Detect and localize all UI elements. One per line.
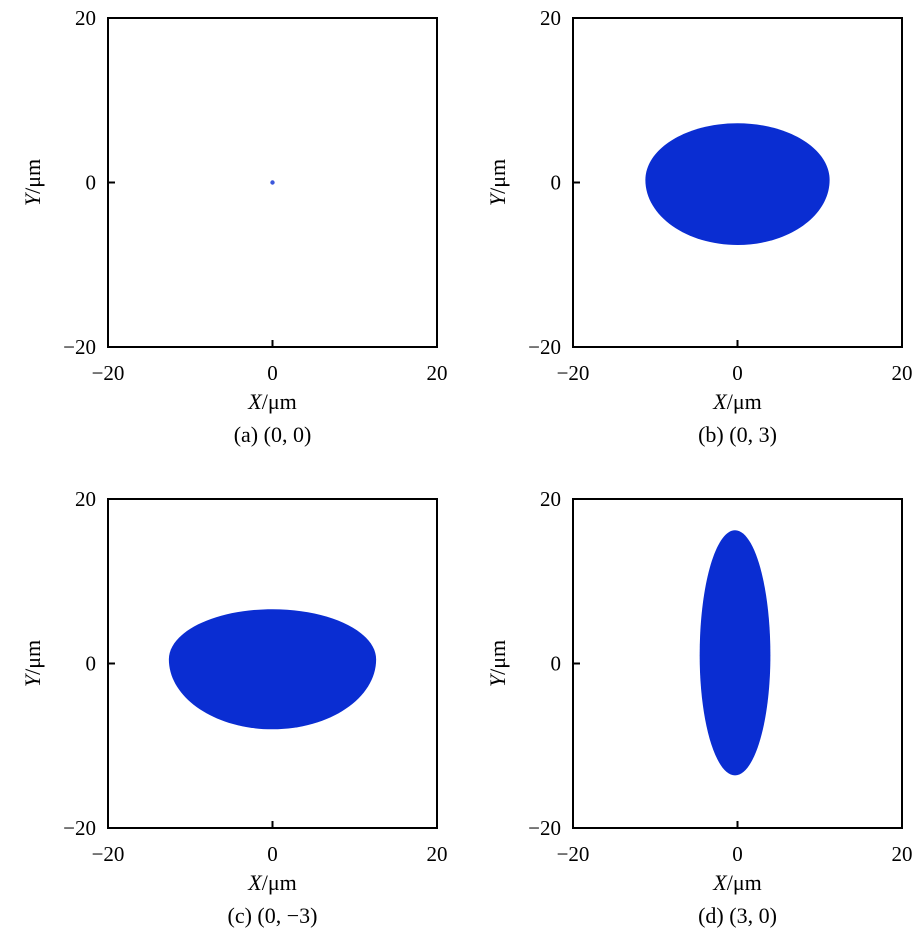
x-axis-variable: X: [712, 870, 728, 895]
x-tick-label: 20: [427, 842, 448, 866]
x-tick-label: −20: [92, 842, 125, 866]
x-tick-label: 20: [892, 361, 913, 385]
x-tick-label: −20: [557, 361, 590, 385]
y-axis-label: Y/μm: [20, 640, 45, 687]
y-tick-label: 20: [75, 6, 96, 30]
y-axis-variable: Y: [485, 191, 510, 206]
y-tick-label: −20: [63, 335, 96, 359]
x-tick-label: 0: [732, 842, 743, 866]
x-tick-label: −20: [92, 361, 125, 385]
y-axis-label: Y/μm: [485, 640, 510, 687]
panel-caption: (b) (0, 3): [698, 422, 777, 447]
y-tick-label: 20: [540, 487, 561, 511]
y-axis-variable: Y: [20, 191, 45, 206]
panel-caption: (a) (0, 0): [234, 422, 312, 447]
x-axis-label: X/μm: [247, 389, 296, 414]
spot-shape: [699, 530, 771, 776]
y-axis-variable: Y: [20, 672, 45, 687]
y-axis-variable: Y: [485, 672, 510, 687]
y-tick-label: −20: [63, 816, 96, 840]
x-axis-variable: X: [247, 389, 263, 414]
panel-caption: (c) (0, −3): [228, 903, 318, 928]
y-tick-label: −20: [528, 335, 561, 359]
x-tick-label: 20: [427, 361, 448, 385]
x-tick-label: 0: [267, 842, 278, 866]
y-tick-label: 0: [86, 171, 97, 195]
y-tick-label: 0: [551, 652, 562, 676]
y-axis-unit: /μm: [485, 159, 510, 194]
y-axis-unit: /μm: [20, 159, 45, 194]
y-tick-label: −20: [528, 816, 561, 840]
x-tick-label: 20: [892, 842, 913, 866]
x-axis-variable: X: [247, 870, 263, 895]
y-tick-label: 20: [75, 487, 96, 511]
panel-caption: (d) (3, 0): [698, 903, 777, 928]
x-axis-label: X/μm: [247, 870, 296, 895]
spot-shape: [645, 123, 830, 246]
y-axis-unit: /μm: [20, 640, 45, 675]
spot-point: [270, 180, 275, 185]
y-tick-label: 0: [86, 652, 97, 676]
x-axis-unit: /μm: [727, 389, 762, 414]
x-axis-unit: /μm: [262, 389, 297, 414]
spot-shape: [168, 609, 377, 730]
x-axis-unit: /μm: [727, 870, 762, 895]
x-axis-variable: X: [712, 389, 728, 414]
x-axis-label: X/μm: [712, 389, 761, 414]
x-axis-unit: /μm: [262, 870, 297, 895]
y-tick-label: 0: [551, 171, 562, 195]
x-tick-label: 0: [732, 361, 743, 385]
x-axis-label: X/μm: [712, 870, 761, 895]
x-tick-label: −20: [557, 842, 590, 866]
y-tick-label: 20: [540, 6, 561, 30]
y-axis-unit: /μm: [485, 640, 510, 675]
y-axis-label: Y/μm: [20, 159, 45, 206]
x-tick-label: 0: [267, 361, 278, 385]
y-axis-label: Y/μm: [485, 159, 510, 206]
